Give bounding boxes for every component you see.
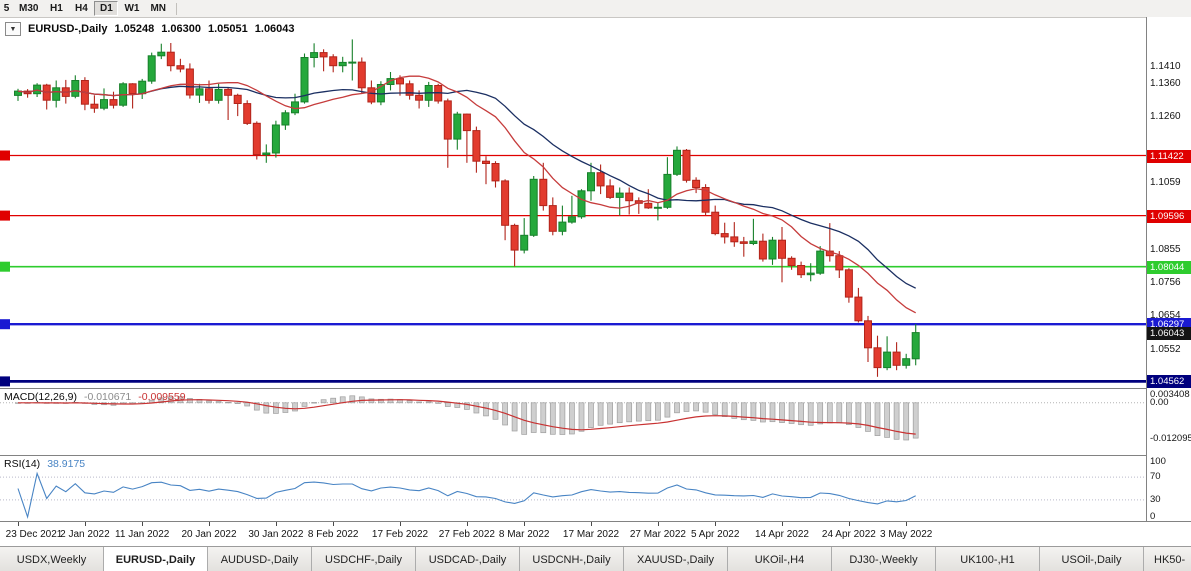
rsi-axis-label: 70 <box>1150 471 1161 483</box>
panel-divider <box>0 388 1191 389</box>
time-tick <box>715 522 717 526</box>
chart-tab-bar: USDX,Weekly EURUSD-,Daily AUDUSD-,Daily USD… <box>0 546 1191 571</box>
chart-tab-usdx-weekly[interactable]: USDX,Weekly <box>0 547 104 571</box>
price-axis-label: 1.1410 <box>1150 61 1181 73</box>
time-axis-label: 11 Jan 2022 <box>115 529 170 540</box>
time-axis-label: 5 Apr 2022 <box>691 529 740 540</box>
panel-divider <box>0 521 1191 522</box>
timeframe-button-w1[interactable]: W1 <box>124 3 140 14</box>
time-tick <box>333 522 335 526</box>
chevron-down-icon: ▼ <box>9 25 17 33</box>
level-price-tag: 1.11422 <box>1147 149 1191 163</box>
timeframe-button-5[interactable]: 5 <box>3 3 10 14</box>
timeframe-button-m30[interactable]: M30 <box>19 3 39 14</box>
time-axis-label: 27 Feb 2022 <box>438 529 495 540</box>
chart-tab-xauusd-daily[interactable]: XAUUSD-,Daily <box>624 547 728 571</box>
timeframe-button-d1[interactable]: D1 <box>94 1 119 16</box>
timeframe-button-mn[interactable]: MN <box>150 3 167 14</box>
rsi-value: 38.9175 <box>47 458 86 470</box>
time-axis-label: 20 Jan 2022 <box>181 529 237 540</box>
chart-tab-ukoil-h4[interactable]: UKOil-,H4 <box>728 547 832 571</box>
time-tick <box>209 522 210 526</box>
macd-signal-value: -0.009559 <box>138 391 186 403</box>
chart-ohlc-title: ▼ EURUSD-,Daily 1.05248 1.06300 1.05051 … <box>5 22 295 36</box>
time-tick <box>848 522 850 526</box>
time-tick <box>466 522 468 526</box>
time-axis-label: 23 Dec 2021 <box>5 529 63 540</box>
time-tick <box>142 522 144 526</box>
toolbar-separator <box>176 2 178 15</box>
ohlc-high-value: 1.06300 <box>161 23 201 35</box>
price-chart-canvas[interactable] <box>0 17 1146 388</box>
time-axis-label: 2 Jan 2022 <box>60 529 110 540</box>
time-axis-label: 27 Mar 2022 <box>629 529 686 540</box>
time-tick <box>657 522 659 526</box>
price-axis-label: 1.0552 <box>1150 343 1181 355</box>
time-axis-label: 30 Jan 2022 <box>248 529 304 540</box>
rsi-label: RSI(14) <box>4 458 41 470</box>
time-tick <box>591 522 592 526</box>
time-axis-label: 8 Mar 2022 <box>498 529 550 540</box>
chart-tab-usdcnh-daily[interactable]: USDCNH-,Daily <box>520 547 624 571</box>
macd-main-value: -0.010671 <box>83 391 132 403</box>
macd-axis-label: 0.003408 <box>1150 389 1190 400</box>
ohlc-close-value: 1.06043 <box>254 23 295 35</box>
level-price-tag: 1.08044 <box>1147 260 1191 274</box>
chart-tab-usdchf-daily[interactable]: USDCHF-,Daily <box>312 547 416 571</box>
macd-header: MACD(12,26,9) -0.010671 -0.009559 <box>4 391 186 403</box>
price-axis-label: 1.1059 <box>1150 176 1181 188</box>
time-tick <box>906 522 908 526</box>
ohlc-open-value: 1.05248 <box>114 23 155 35</box>
chart-tab-eurusd-daily[interactable]: EURUSD-,Daily <box>104 547 208 571</box>
time-axis-label: 8 Feb 2022 <box>307 529 359 540</box>
timeframe-button-h4[interactable]: H4 <box>75 3 88 14</box>
rsi-axis-label: 0 <box>1150 511 1156 522</box>
time-tick <box>524 522 526 526</box>
chart-tab-uk100-h1[interactable]: UK100-,H1 <box>936 547 1040 571</box>
symbol-dropdown-button[interactable]: ▼ <box>5 22 21 36</box>
rsi-axis-label: 100 <box>1150 456 1166 467</box>
time-axis-label: 14 Apr 2022 <box>755 529 809 540</box>
chart-symbol-label: EURUSD-,Daily <box>28 23 108 35</box>
price-axis-label: 1.0855 <box>1150 244 1181 256</box>
level-price-tag: 1.09596 <box>1147 209 1191 223</box>
chart-tab-dj30-weekly[interactable]: DJ30-,Weekly <box>832 547 936 571</box>
price-axis-label: 1.0654 <box>1150 310 1181 322</box>
time-axis-label: 3 May 2022 <box>880 529 933 540</box>
timeframe-toolbar: 5 M30 H1 H4 D1 W1 MN <box>0 0 1191 18</box>
time-tick <box>18 522 19 526</box>
macd-canvas[interactable] <box>0 389 1146 455</box>
price-axis-label: 1.0756 <box>1150 276 1181 288</box>
chart-tab-hk50[interactable]: HK50- <box>1144 547 1191 571</box>
timeframe-button-h1[interactable]: H1 <box>50 3 63 14</box>
time-axis-label: 17 Mar 2022 <box>562 529 620 540</box>
macd-label: MACD(12,26,9) <box>4 391 77 403</box>
panel-divider <box>0 455 1191 456</box>
time-tick <box>400 522 401 526</box>
time-tick <box>275 522 277 526</box>
time-axis[interactable]: 23 Dec 2021 2 Jan 2022 11 Jan 2022 20 Jan 2… <box>0 522 1191 546</box>
macd-axis-label: 0.00 <box>1150 396 1169 408</box>
price-scale[interactable]: 1.1410 1.1360 1.1260 1.1059 1.0855 1.0756 1.06… <box>1146 17 1191 522</box>
time-axis-label: 24 Apr 2022 <box>821 529 876 540</box>
time-tick <box>782 522 783 526</box>
rsi-axis-label: 30 <box>1150 493 1161 505</box>
current-price-tag: 1.06043 <box>1147 326 1191 340</box>
ohlc-low-value: 1.05051 <box>208 23 248 35</box>
macd-axis-label: -0.012095 <box>1150 433 1191 445</box>
time-axis-label: 17 Feb 2022 <box>371 529 429 540</box>
price-axis-label: 1.1360 <box>1150 77 1181 89</box>
chart-tab-audusd-daily[interactable]: AUDUSD-,Daily <box>208 547 312 571</box>
price-axis-label: 1.1260 <box>1150 110 1181 122</box>
chart-tab-usoil-daily[interactable]: USOil-,Daily <box>1040 547 1144 571</box>
level-price-tag: 1.04562 <box>1147 375 1191 389</box>
rsi-canvas[interactable] <box>0 456 1146 521</box>
rsi-header: RSI(14) 38.9175 <box>4 458 85 470</box>
time-tick <box>84 522 86 526</box>
chart-tab-usdcad-daily[interactable]: USDCAD-,Daily <box>416 547 520 571</box>
